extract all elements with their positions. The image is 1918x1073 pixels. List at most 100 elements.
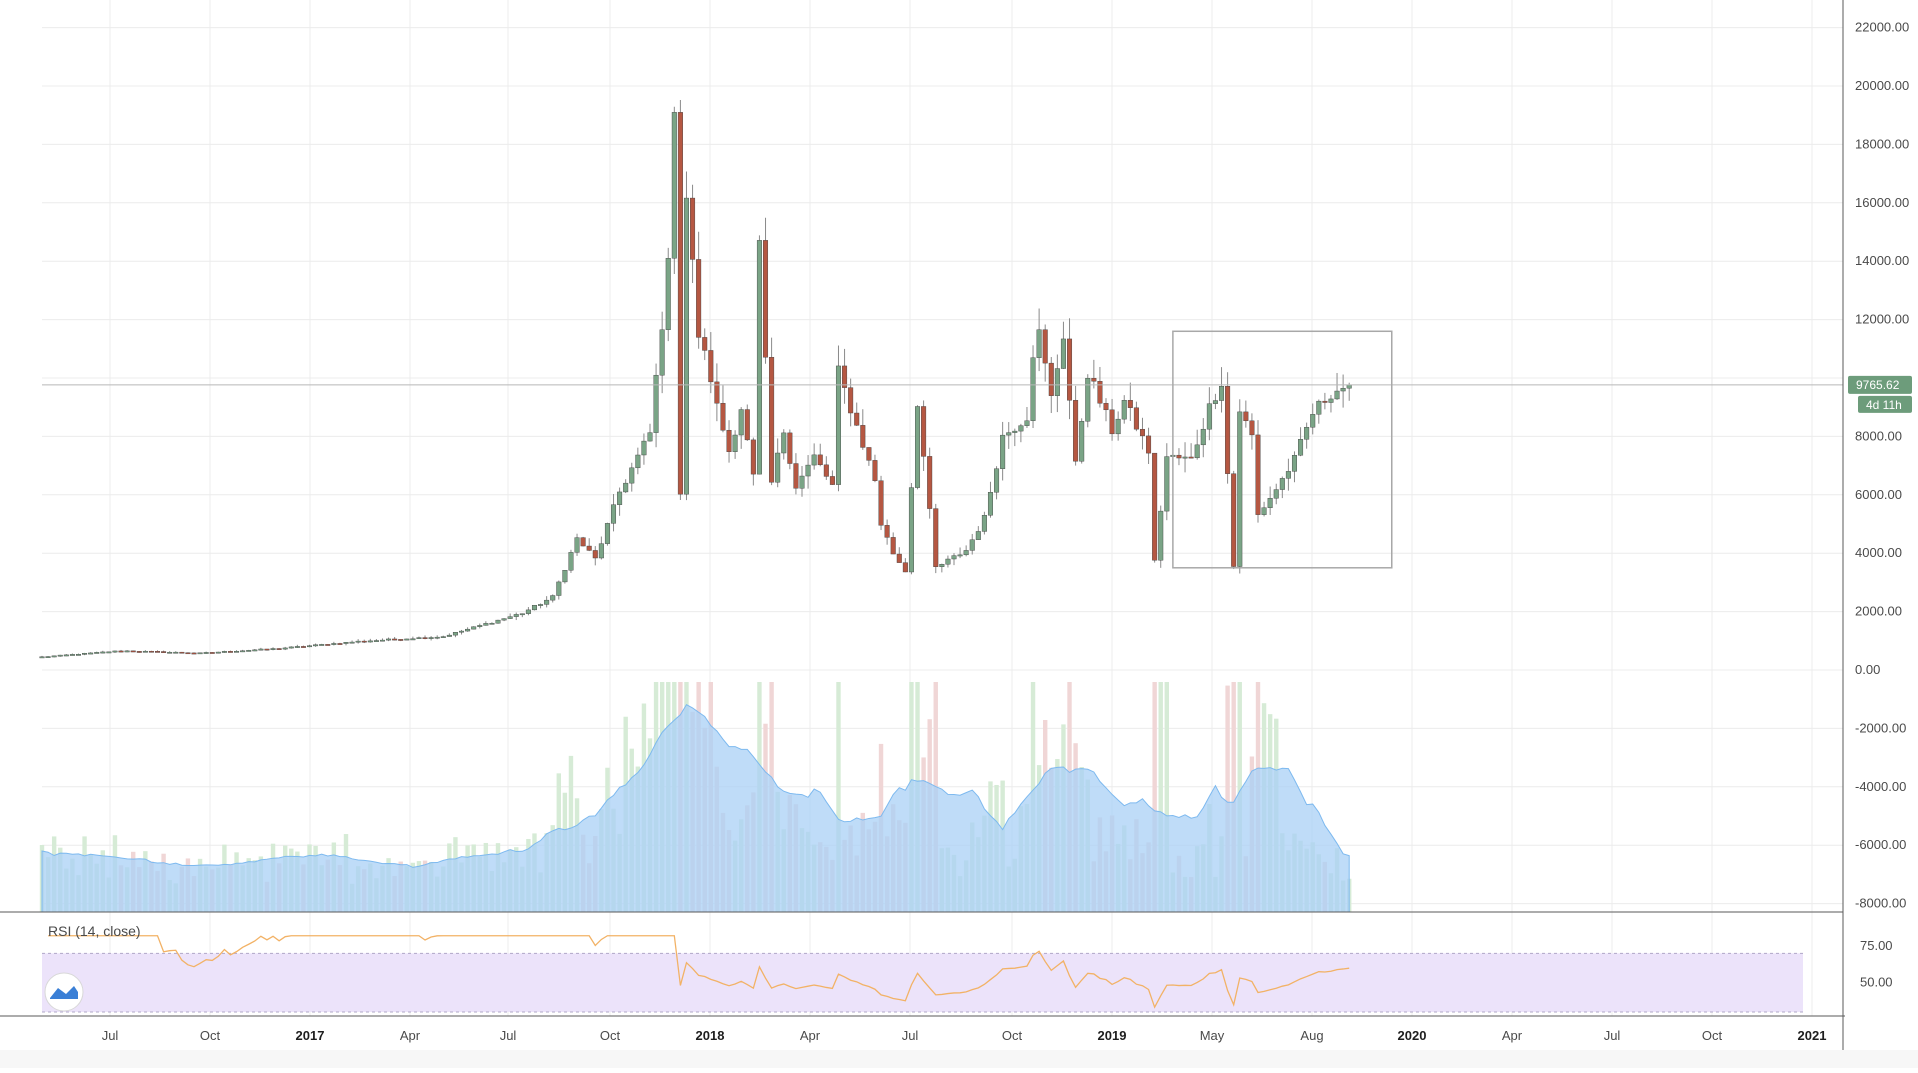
candle[interactable] — [1237, 399, 1243, 574]
candle[interactable] — [246, 649, 252, 652]
candle[interactable] — [124, 650, 130, 653]
candle[interactable] — [57, 654, 63, 657]
candle[interactable] — [720, 385, 726, 433]
candle[interactable] — [738, 407, 744, 449]
candle[interactable] — [1200, 418, 1206, 458]
candle[interactable] — [726, 420, 732, 463]
candle[interactable] — [1267, 486, 1273, 515]
candle[interactable] — [203, 651, 209, 654]
candle[interactable] — [598, 536, 604, 560]
candle[interactable] — [1291, 451, 1297, 483]
candle[interactable] — [963, 545, 969, 557]
candle[interactable] — [1285, 458, 1291, 491]
candle[interactable] — [817, 443, 823, 467]
candle[interactable] — [1219, 367, 1225, 413]
candle[interactable] — [683, 171, 689, 501]
candle[interactable] — [1188, 443, 1194, 459]
candle[interactable] — [775, 438, 781, 488]
candle[interactable] — [112, 650, 118, 653]
candle[interactable] — [1346, 382, 1352, 401]
candle[interactable] — [525, 607, 531, 616]
candle[interactable] — [465, 627, 471, 632]
candle[interactable] — [477, 623, 483, 629]
candle[interactable] — [1273, 483, 1279, 505]
price-candles[interactable] — [39, 100, 1352, 659]
candle[interactable] — [878, 475, 884, 531]
candle[interactable] — [361, 639, 367, 644]
candle[interactable] — [373, 639, 379, 642]
candle[interactable] — [319, 643, 325, 646]
candle[interactable] — [677, 100, 683, 500]
candle[interactable] — [1231, 470, 1237, 570]
candle[interactable] — [440, 635, 446, 638]
candle[interactable] — [155, 650, 161, 653]
candle[interactable] — [945, 555, 951, 568]
candle[interactable] — [653, 363, 659, 448]
candle[interactable] — [744, 404, 750, 441]
candle[interactable] — [1164, 443, 1170, 521]
candle[interactable] — [635, 447, 641, 475]
candle[interactable] — [130, 650, 136, 653]
candle[interactable] — [756, 235, 762, 475]
candle[interactable] — [854, 402, 860, 427]
candle[interactable] — [142, 650, 148, 653]
candle[interactable] — [811, 443, 817, 470]
candle[interactable] — [1054, 354, 1060, 413]
candle[interactable] — [641, 433, 647, 465]
candle[interactable] — [288, 646, 294, 649]
candle[interactable] — [1060, 321, 1066, 369]
candle[interactable] — [671, 106, 677, 274]
candle[interactable] — [732, 430, 738, 459]
candle[interactable] — [459, 629, 465, 635]
candle[interactable] — [100, 650, 106, 654]
candle[interactable] — [714, 363, 720, 422]
candle[interactable] — [866, 447, 872, 466]
candle[interactable] — [416, 636, 422, 639]
candle[interactable] — [708, 332, 714, 394]
candle[interactable] — [392, 636, 398, 641]
candle[interactable] — [750, 437, 756, 486]
candle[interactable] — [367, 638, 373, 643]
candle[interactable] — [890, 532, 896, 555]
candle[interactable] — [495, 619, 501, 624]
candle[interactable] — [994, 466, 1000, 500]
candle[interactable] — [1279, 476, 1285, 499]
candle[interactable] — [696, 231, 702, 349]
candle[interactable] — [1176, 448, 1182, 466]
candle[interactable] — [933, 503, 939, 574]
candle[interactable] — [829, 470, 835, 486]
candle[interactable] — [349, 640, 355, 644]
candle[interactable] — [185, 652, 191, 655]
candle[interactable] — [860, 409, 866, 450]
selection-rectangle[interactable] — [1172, 330, 1393, 569]
candle[interactable] — [264, 648, 270, 651]
candle[interactable] — [1012, 428, 1018, 447]
candle[interactable] — [1249, 413, 1255, 450]
candle[interactable] — [1109, 398, 1115, 441]
candle[interactable] — [136, 651, 142, 653]
candle[interactable] — [793, 453, 799, 495]
rsi-pane[interactable]: RSI (14, close) — [0, 911, 1843, 1013]
candle[interactable] — [835, 345, 841, 492]
candle[interactable] — [1304, 422, 1310, 449]
candle[interactable] — [1115, 411, 1121, 441]
candle[interactable] — [1328, 394, 1334, 413]
candle[interactable] — [1073, 385, 1079, 466]
candle[interactable] — [82, 652, 88, 656]
candle[interactable] — [118, 649, 124, 653]
candle[interactable] — [1212, 393, 1218, 410]
candle[interactable] — [1316, 399, 1322, 424]
brand-logo[interactable] — [44, 972, 84, 1012]
candle[interactable] — [921, 400, 927, 471]
candle[interactable] — [252, 648, 258, 652]
candle[interactable] — [1255, 420, 1261, 523]
candle[interactable] — [1006, 422, 1012, 449]
candle[interactable] — [531, 604, 537, 611]
candle[interactable] — [355, 639, 361, 644]
candle[interactable] — [215, 651, 221, 654]
candle[interactable] — [1085, 374, 1091, 428]
candle[interactable] — [325, 644, 331, 646]
candle[interactable] — [665, 247, 671, 342]
candle[interactable] — [307, 644, 313, 648]
